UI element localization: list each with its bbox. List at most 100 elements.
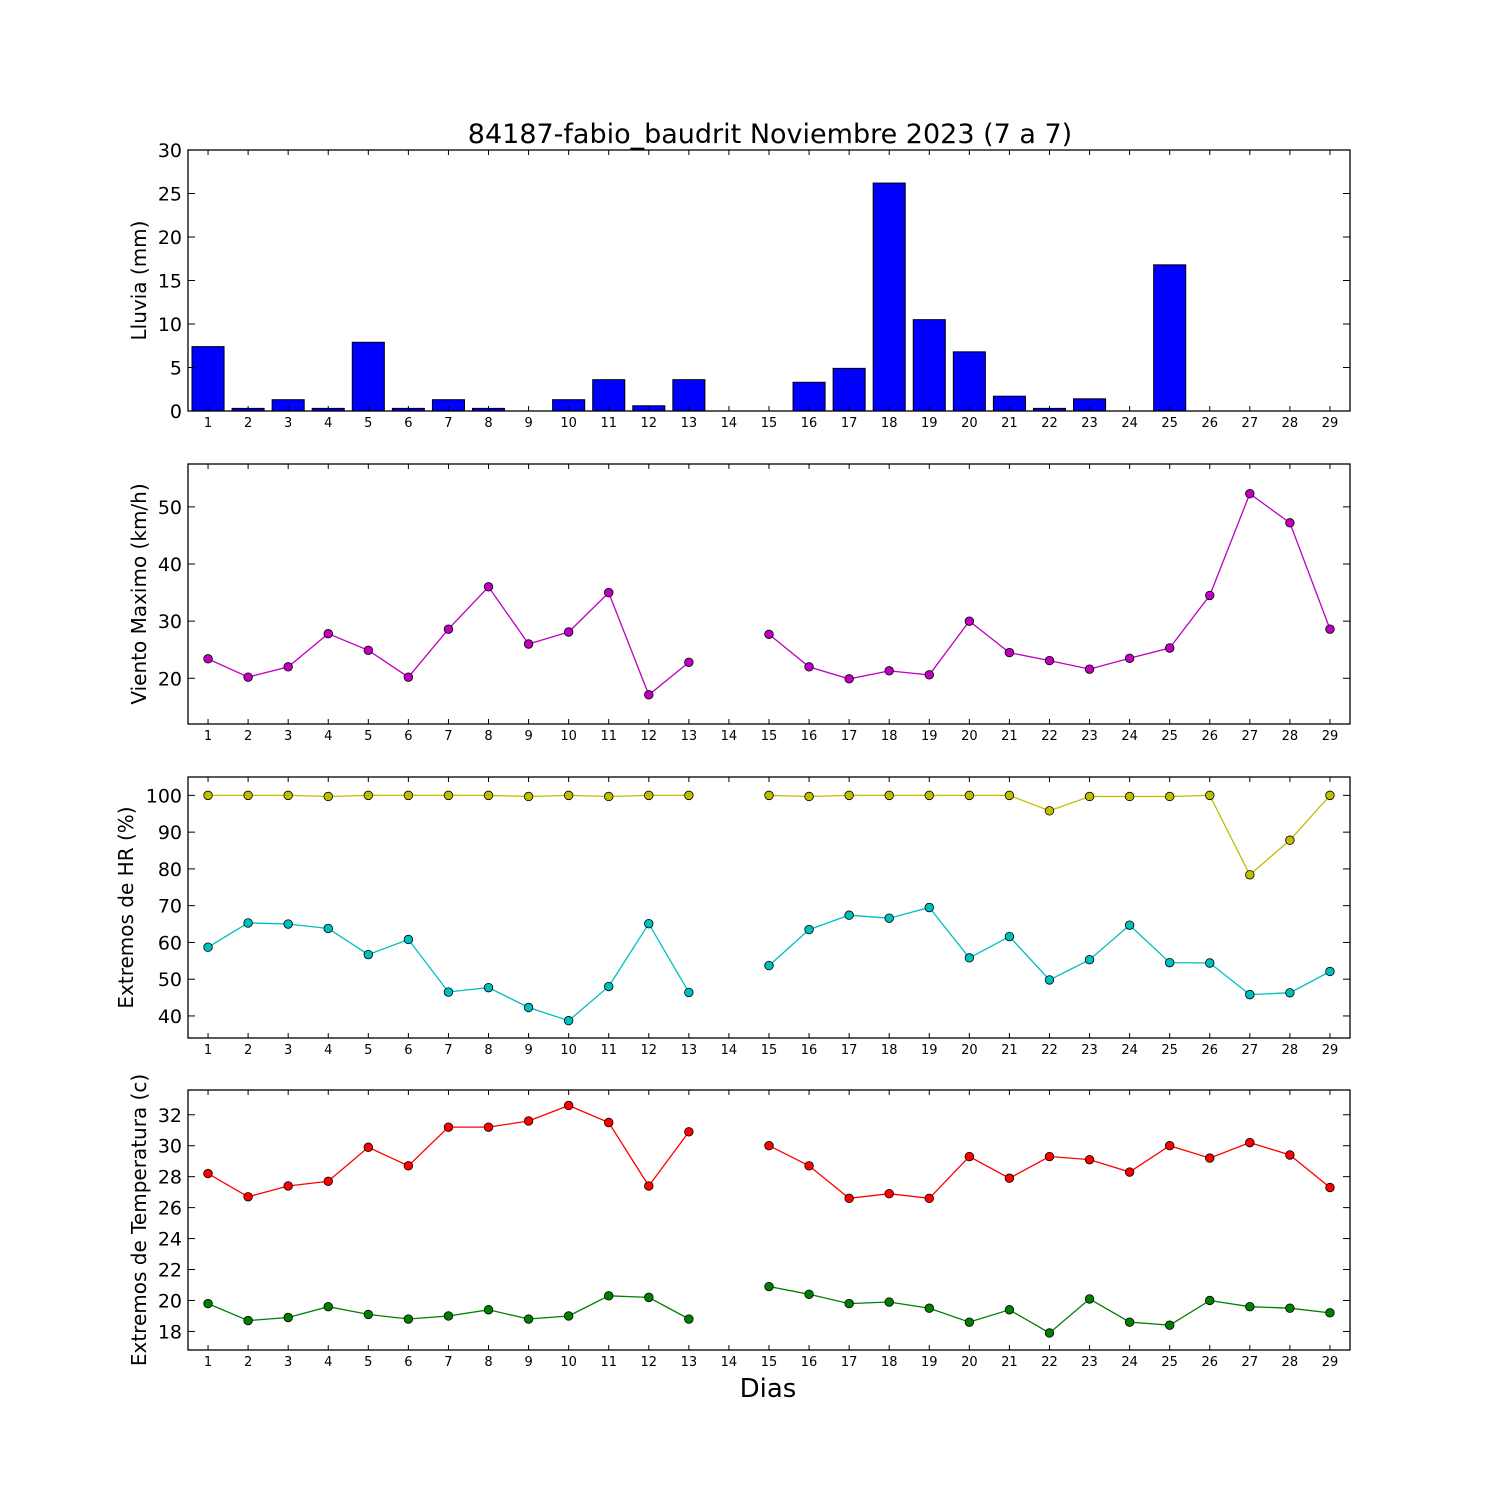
series-1-point-8 bbox=[483, 582, 494, 592]
series-2-point-19 bbox=[924, 1303, 934, 1313]
y-axis-label: Extremos de Temperatura (c) bbox=[127, 1074, 151, 1366]
x-tick-label: 21 bbox=[1001, 1355, 1018, 1370]
series-1-point-24 bbox=[1124, 653, 1135, 663]
series-2-point-9 bbox=[523, 1002, 534, 1013]
x-tick-label: 9 bbox=[524, 1043, 532, 1058]
x-tick-label: 28 bbox=[1282, 729, 1299, 744]
series-2-point-29 bbox=[1325, 966, 1335, 977]
series-1-point-26 bbox=[1205, 790, 1215, 801]
x-tick-label: 11 bbox=[600, 416, 617, 431]
x-tick-label: 23 bbox=[1081, 1355, 1098, 1370]
series-1-point-12 bbox=[644, 1181, 654, 1191]
series-1-point-10 bbox=[563, 627, 574, 637]
series-1-point-27 bbox=[1245, 870, 1255, 880]
x-tick-label: 25 bbox=[1161, 1043, 1178, 1058]
series-2-point-21 bbox=[1004, 931, 1015, 942]
x-tick-label: 4 bbox=[324, 1355, 332, 1370]
series-1-point-16 bbox=[804, 1161, 814, 1171]
y-axis-label: Lluvia (mm) bbox=[127, 221, 151, 341]
series-1-point-9 bbox=[523, 639, 534, 649]
series-2-point-28 bbox=[1285, 1303, 1295, 1313]
series-1-point-21 bbox=[1004, 647, 1015, 658]
series-1-point-28 bbox=[1285, 518, 1295, 528]
series-1-point-6 bbox=[403, 1161, 414, 1171]
series-1-point-23 bbox=[1084, 791, 1095, 802]
x-tick-label: 25 bbox=[1161, 729, 1178, 744]
series-2-point-8 bbox=[483, 1305, 494, 1315]
series-2-point-11 bbox=[604, 981, 614, 992]
series-1-point-6 bbox=[403, 790, 414, 801]
x-tick-label: 4 bbox=[324, 729, 332, 744]
y-tick-label: 18 bbox=[158, 1321, 182, 1343]
x-tick-label: 16 bbox=[801, 1043, 818, 1058]
series-2-point-23 bbox=[1084, 955, 1095, 965]
x-tick-label: 25 bbox=[1161, 416, 1178, 431]
series-1-point-5 bbox=[363, 1142, 374, 1152]
series-1-point-16 bbox=[804, 662, 814, 672]
y-tick-label: 25 bbox=[158, 184, 182, 206]
x-tick-label: 18 bbox=[881, 1043, 898, 1058]
series-2-point-2 bbox=[243, 1315, 253, 1326]
x-tick-label: 26 bbox=[1201, 1355, 1218, 1370]
x-tick-label: 2 bbox=[244, 729, 252, 744]
x-tick-label: 1 bbox=[204, 1355, 212, 1370]
series-2-point-22 bbox=[1044, 1328, 1055, 1338]
series-1-point-18 bbox=[884, 1188, 894, 1199]
x-tick-label: 5 bbox=[364, 1355, 372, 1370]
series-1-point-21 bbox=[1004, 1173, 1015, 1183]
x-tick-label: 16 bbox=[801, 729, 818, 744]
x-tick-label: 23 bbox=[1081, 416, 1098, 431]
x-tick-label: 14 bbox=[721, 416, 738, 431]
x-tick-label: 1 bbox=[204, 416, 212, 431]
x-tick-label: 15 bbox=[761, 416, 778, 431]
y-tick-label: 90 bbox=[158, 822, 182, 844]
series-1-point-4 bbox=[323, 1176, 333, 1187]
x-tick-label: 12 bbox=[641, 729, 658, 744]
x-tick-label: 21 bbox=[1001, 729, 1018, 744]
x-tick-label: 5 bbox=[364, 416, 372, 431]
series-1-point-22 bbox=[1044, 806, 1055, 816]
series-2-point-24 bbox=[1124, 1317, 1135, 1327]
series-1-point-5 bbox=[363, 645, 374, 655]
series-2-point-1 bbox=[203, 942, 213, 952]
x-tick-label: 20 bbox=[961, 416, 978, 431]
chart-title: 84187-fabio_baudrit Noviembre 2023 (7 a … bbox=[468, 119, 1072, 150]
series-1-point-22 bbox=[1044, 655, 1055, 666]
series-2-point-6 bbox=[403, 1314, 414, 1324]
x-tick-label: 3 bbox=[284, 1355, 292, 1370]
series-1-point-25 bbox=[1164, 643, 1175, 653]
x-tick-label: 16 bbox=[801, 416, 818, 431]
y-tick-label: 20 bbox=[158, 1290, 182, 1312]
series-1-point-1 bbox=[203, 1168, 213, 1179]
x-tick-label: 1 bbox=[204, 729, 212, 744]
series-2-point-28 bbox=[1285, 988, 1295, 998]
chart-panels: 1 2 3 4 5 6 7 8 9 10 11 12 13 14 15 16 17 18 19 20 21 22 23 24 2… bbox=[114, 140, 1351, 1370]
series-1-point-7 bbox=[443, 624, 454, 634]
y-tick-label: 30 bbox=[158, 140, 182, 162]
series-1-point-2 bbox=[243, 790, 253, 801]
x-tick-label: 3 bbox=[284, 1043, 292, 1058]
series-2-point-2 bbox=[243, 918, 253, 928]
panel-wind: 1 2 3 4 5 6 7 8 9 10 11 12 13 14 15 16 17 18 19 20 21 22 23 24 2… bbox=[127, 463, 1351, 744]
x-tick-label: 28 bbox=[1282, 1355, 1299, 1370]
x-tick-label: 22 bbox=[1041, 416, 1058, 431]
x-tick-label: 18 bbox=[881, 1355, 898, 1370]
x-tick-label: 14 bbox=[721, 729, 738, 744]
series-2-point-18 bbox=[884, 1297, 894, 1307]
x-tick-label: 29 bbox=[1322, 729, 1339, 744]
x-tick-label: 14 bbox=[721, 1355, 738, 1370]
x-tick-label: 19 bbox=[921, 1355, 938, 1370]
y-tick-label: 40 bbox=[158, 1006, 182, 1028]
x-tick-label: 6 bbox=[404, 1355, 412, 1370]
bar-day-18 bbox=[872, 182, 906, 412]
x-tick-label: 9 bbox=[524, 729, 532, 744]
series-1-point-25 bbox=[1164, 791, 1175, 802]
x-tick-label: 10 bbox=[560, 416, 577, 431]
series-1-point-19 bbox=[924, 670, 934, 680]
series-2-point-17 bbox=[844, 910, 854, 920]
x-tick-label: 22 bbox=[1041, 729, 1058, 744]
x-tick-label: 17 bbox=[841, 1355, 858, 1370]
series-2-point-20 bbox=[964, 953, 975, 963]
series-1-point-4 bbox=[323, 629, 333, 639]
x-tick-label: 7 bbox=[444, 416, 452, 431]
